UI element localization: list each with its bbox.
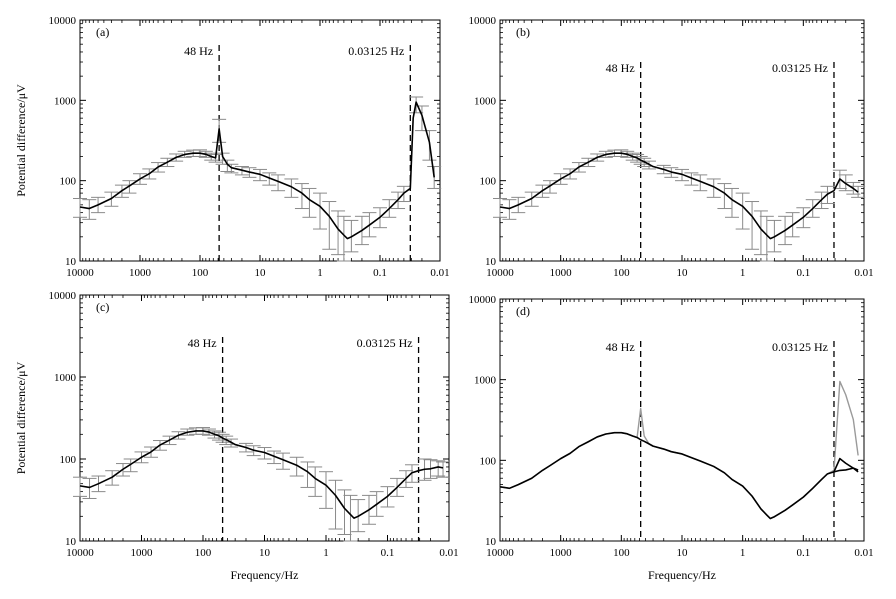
x-tick-label: 0.01 <box>854 547 873 559</box>
panel-label: (c) <box>96 300 109 314</box>
x-tick-label: 100 <box>192 267 209 279</box>
y-tick-label: 10 <box>65 256 77 268</box>
x-tick-label: 0.1 <box>796 547 810 559</box>
x-tick-label: 1 <box>740 267 746 279</box>
annotation-label: 0.03125 Hz <box>348 44 404 58</box>
x-tick-label: 1000 <box>129 267 152 279</box>
y-tick-label: 10000 <box>469 294 497 306</box>
series-line-mean <box>79 430 444 519</box>
panel-2: 10 100 1000 10000 10000 1000 100 10 1 0.1 0.01 (c) 4… <box>14 290 459 582</box>
panel-label: (b) <box>516 25 530 39</box>
y-tick-label: 1000 <box>54 372 77 384</box>
series-line-black2 <box>833 457 859 473</box>
y-axis-title: Potential difference/μV <box>14 84 28 197</box>
x-axis-title: Frequency/Hz <box>648 568 716 582</box>
x-tick-label: 1000 <box>131 547 154 559</box>
annotation-label: 0.03125 Hz <box>357 336 413 350</box>
series-line-black <box>499 431 859 520</box>
y-tick-label: 1000 <box>54 95 77 107</box>
plot-frame <box>79 294 450 542</box>
y-tick-label: 100 <box>60 176 77 188</box>
y-tick-label: 100 <box>480 176 497 188</box>
y-tick-label: 10 <box>65 536 77 548</box>
x-tick-label: 10 <box>255 267 267 279</box>
x-tick-label: 0.1 <box>796 267 810 279</box>
plot-frame <box>499 19 865 262</box>
x-tick-label: 10 <box>677 547 689 559</box>
y-tick-label: 1000 <box>474 95 497 107</box>
x-tick-label: 100 <box>613 267 630 279</box>
annotation-label: 48 Hz <box>606 61 635 75</box>
x-tick-label: 0.1 <box>381 547 395 559</box>
x-axis-title: Frequency/Hz <box>231 568 299 582</box>
panel-0: 10 100 1000 10000 10000 1000 100 10 1 0.1 0.01 (a) 4… <box>14 15 450 279</box>
x-tick-label: 10000 <box>66 267 94 279</box>
annotation-label: 0.03125 Hz <box>772 61 828 75</box>
panel-1: 10 100 1000 10000 10000 1000 100 10 1 0.1 0.01 (b) 4… <box>469 15 874 279</box>
annotation-label: 48 Hz <box>188 336 217 350</box>
x-tick-label: 0.01 <box>854 267 873 279</box>
y-tick-label: 1000 <box>474 375 497 387</box>
y-tick-label: 10 <box>485 256 497 268</box>
series-line-mean <box>79 101 435 240</box>
x-tick-label: 100 <box>613 547 630 559</box>
x-tick-label: 0.01 <box>439 547 458 559</box>
annotation-label: 48 Hz <box>606 340 635 354</box>
series-line-gray <box>499 380 859 520</box>
y-tick-label: 10000 <box>49 15 77 27</box>
y-tick-label: 10 <box>485 536 497 548</box>
x-tick-label: 1 <box>740 547 746 559</box>
panel-label: (d) <box>516 304 530 318</box>
x-tick-label: 100 <box>195 547 212 559</box>
x-tick-label: 10000 <box>486 547 514 559</box>
y-axis-title: Potential difference/μV <box>14 361 28 474</box>
y-tick-label: 100 <box>480 455 497 467</box>
y-tick-label: 100 <box>60 454 77 466</box>
x-tick-label: 1000 <box>550 547 573 559</box>
x-tick-label: 0.1 <box>373 267 387 279</box>
x-tick-label: 10000 <box>486 267 514 279</box>
y-tick-label: 10000 <box>49 290 77 302</box>
x-tick-label: 10 <box>677 267 689 279</box>
x-tick-label: 10000 <box>66 547 94 559</box>
panel-3: 10 100 1000 10000 10000 1000 100 10 1 0.1 0.01 (d) 4… <box>469 294 874 582</box>
panel-label: (a) <box>96 25 109 39</box>
annotation-label: 48 Hz <box>184 44 213 58</box>
x-tick-label: 1 <box>323 547 329 559</box>
x-tick-label: 1000 <box>550 267 573 279</box>
x-tick-label: 10 <box>259 547 271 559</box>
y-tick-label: 10000 <box>469 15 497 27</box>
series-line-mean <box>499 152 859 240</box>
x-tick-label: 0.01 <box>430 267 449 279</box>
annotation-label: 0.03125 Hz <box>772 340 828 354</box>
plot-frame <box>499 298 865 542</box>
x-tick-label: 1 <box>317 267 323 279</box>
